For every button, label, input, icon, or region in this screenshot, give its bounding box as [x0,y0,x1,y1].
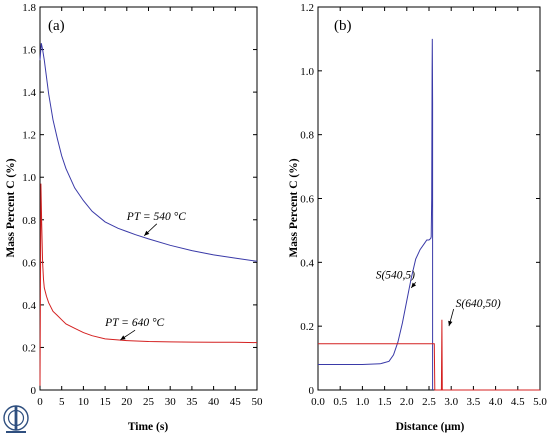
panel-b-ytick-label: 0.2 [300,321,314,333]
panel-a-xtick-label: 30 [165,396,177,408]
panel-b-ytick-label: 1.0 [300,66,314,78]
panel-b-tag: (b) [334,18,352,34]
panel-a-ylabel: Mass Percent C (%) [5,158,17,257]
panel-a-ytick-label: 0.6 [22,257,36,269]
panel-b-annotation-arrowhead [411,282,417,288]
panel-b: 0 0.2 0.4 0.6 0.8 1.0 1.2 0.0 0.5 1.0 1.5 2.0 2.5 3.… [288,2,547,433]
panel-a-ytick-label: 1.8 [22,2,36,14]
panel-a-plot-frame [39,6,258,391]
panel-a-ytick-label: 1.0 [22,172,36,184]
panel-a-xtick-label: 45 [230,396,242,408]
panel-b-xtick-label: 3.0 [444,396,458,408]
panel-b-xtick-label: 3.5 [467,396,481,408]
panel-a-annotation-arrowhead [144,230,150,236]
panel-a-ytick-label: 1.4 [22,87,36,99]
panel-a-ytick-label: 0.2 [22,342,36,354]
panel-a-xlabel: Time (s) [128,421,169,433]
panel-a-xtick-label: 35 [186,396,198,408]
panel-a-annotation-arrowhead [120,335,126,340]
panel-b-xtick-label: 0.0 [311,396,325,408]
panel-a-series-line-1 [39,43,258,262]
panel-b-annotation-label: S(540,5) [376,269,415,281]
panel-a-ytick-label: 0.8 [22,215,36,227]
panel-a-xtick-label: 25 [143,396,155,408]
panel-a-xtick-label: 0 [37,396,43,408]
panel-b-xtick-label: 2.0 [400,396,414,408]
journal-logo-icon [3,405,29,433]
panel-b-xtick-label: 1.0 [356,396,370,408]
panel-a-ytick-label: 0.4 [22,300,36,312]
panel-b-series-line-2 [318,319,540,391]
panel-a-ytick-label: 0 [31,385,37,397]
panel-a-xtick-label: 50 [252,396,264,408]
panel-b-ytick-label: 0.4 [300,257,314,269]
panel-b-xtick-label: 4.5 [511,396,525,408]
panel-b-xtick-label: 4.0 [489,396,503,408]
panel-a-xtick-label: 10 [78,396,90,408]
panel-a-tag: (a) [48,18,65,34]
panel-b-xtick-label: 0.5 [333,396,347,408]
panel-b-ylabel: Mass Percent C (%) [288,158,300,257]
panel-b-xtick-label: 1.5 [378,396,392,408]
panel-b-ytick-label: 0.6 [300,194,314,206]
panel-b-series-line-1 [318,38,434,390]
panel-a: 0 0.2 0.4 0.6 0.8 1.0 1.2 1.4 1.6 1.8 0 5 10 15 20 25 3… [5,2,263,433]
panel-a-ytick-label: 1.6 [22,45,36,57]
panel-b-xtick-label: 5.0 [533,396,547,408]
panel-a-ytick-label: 1.2 [22,130,36,142]
panel-b-ytick-label: 1.2 [300,2,314,14]
panel-a-xtick-label: 20 [121,396,133,408]
panel-b-xlabel: Distance (μm) [396,421,465,433]
panel-b-plot-frame [317,6,541,391]
panel-a-annotation-label: PT = 540 °C [126,211,186,223]
panel-b-ytick-label: 0.8 [300,130,314,142]
panel-a-series-line-2 [39,183,258,386]
panel-a-xtick-label: 15 [100,396,112,408]
panel-b-xtick-label: 2.5 [422,396,436,408]
panel-b-annotation-arrowhead [448,320,453,327]
panel-b-annotation-label: S(640,50) [456,298,501,310]
panel-a-xtick-label: 40 [208,396,220,408]
panel-b-ytick-label: 0 [309,385,315,397]
panel-a-xtick-label: 5 [59,396,65,408]
panel-a-annotation-label: PT = 640 °C [104,317,164,329]
